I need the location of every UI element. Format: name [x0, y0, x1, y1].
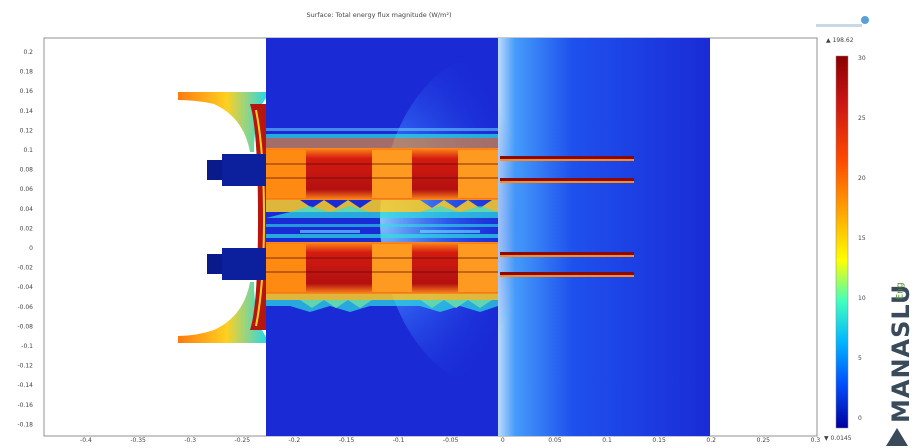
colorbar-tick-label: 10 — [858, 295, 866, 302]
upper-hot-band — [266, 134, 498, 218]
top-streak — [266, 128, 498, 131]
x-tick-label: 0.1 — [602, 437, 612, 444]
x-tick-label: 0.3 — [811, 437, 821, 444]
mid-streak-1 — [266, 224, 498, 227]
x-tick-label: 0.15 — [652, 437, 666, 444]
y-tick-labels: 0.2 0.18 0.16 0.14 0.12 0.1 0.08 0.06 0.04 0.02 0 -… — [17, 49, 33, 428]
colorbar-ticks: 30 25 20 15 10 5 0 — [858, 55, 866, 422]
y-tick-label: 0.02 — [20, 225, 34, 232]
upper-band-hot-left — [266, 150, 306, 198]
right-fins — [500, 156, 634, 277]
x-tick-label: 0.2 — [706, 437, 716, 444]
y-tick-label: 0.2 — [23, 49, 33, 56]
fin-lower-1 — [500, 252, 634, 255]
x-tick-label: 0.25 — [757, 437, 771, 444]
brand-logo-mark-icon — [886, 428, 908, 446]
x-tick-label: -0.1 — [393, 437, 405, 444]
y-tick-label: -0.12 — [17, 363, 33, 370]
colorbar-max-label: ▲ 198.62 — [826, 37, 854, 44]
x-tick-label: -0.3 — [184, 437, 196, 444]
y-tick-label: 0.14 — [20, 108, 34, 115]
upper-band-teeth-cyan — [266, 206, 498, 218]
corner-logo-icon — [816, 16, 869, 27]
lower-band-hot-left — [266, 244, 306, 292]
x-tick-label: -0.35 — [130, 437, 146, 444]
colorbar: ▲ 198.62 ▼ 0.0145 30 25 20 15 10 5 0 — [824, 37, 866, 442]
fin-lower-2 — [500, 272, 634, 275]
fin-upper-2-glow — [500, 181, 634, 183]
lower-band-teeth-cyan — [266, 300, 498, 312]
field-glow — [380, 50, 620, 390]
fin-lower-2-glow — [500, 275, 634, 277]
y-tick-label: -0.18 — [17, 421, 33, 428]
lower-band-hot-right — [458, 244, 498, 292]
colorbar-tick-label: 15 — [858, 235, 866, 242]
y-tick-label: -0.14 — [17, 382, 33, 389]
x-tick-label: -0.4 — [80, 437, 92, 444]
colorbar-min-label: ▼ 0.0145 — [824, 435, 852, 442]
mid-streak-3 — [420, 230, 480, 233]
fin-upper-2 — [500, 178, 634, 181]
fin-upper-1 — [500, 156, 634, 159]
x-tick-label: -0.2 — [289, 437, 301, 444]
y-tick-label: 0 — [29, 245, 33, 252]
corner-logo-dot — [861, 16, 869, 24]
y-tick-label: 0.12 — [20, 127, 34, 134]
connector-blocks — [207, 154, 266, 280]
colorbar-tick-label: 5 — [858, 355, 862, 362]
fin-upper-1-glow — [500, 159, 634, 161]
lower-band-cap — [266, 234, 498, 238]
flange-edge — [255, 109, 266, 327]
plot-title: Surface: Total energy flux magnitude (W/… — [307, 11, 452, 19]
upper-band-hot-right — [458, 150, 498, 198]
y-tick-label: -0.04 — [17, 284, 33, 291]
upper-band-glow — [266, 138, 498, 148]
middle-streaks — [266, 128, 498, 233]
y-tick-label: 0.18 — [20, 69, 34, 76]
colorbar-tick-label: 30 — [858, 55, 866, 62]
x-tick-label: -0.25 — [235, 437, 251, 444]
y-tick-label: 0.04 — [20, 206, 34, 213]
y-tick-label: -0.02 — [17, 265, 33, 272]
y-tick-label: 0.16 — [20, 88, 34, 95]
x-tick-label: 0 — [501, 437, 505, 444]
brand-logo-text: MANASLU — [887, 283, 915, 423]
brand-logo-suffix: Eng — [895, 282, 906, 300]
colorbar-scale — [835, 55, 849, 429]
x-tick-label: 0.05 — [548, 437, 562, 444]
lower-flange — [178, 282, 266, 343]
upper-flange — [178, 92, 266, 152]
connector-upper-b — [222, 154, 266, 186]
y-tick-label: 0.08 — [20, 167, 34, 174]
x-tick-label: -0.05 — [443, 437, 459, 444]
connector-lower-b — [222, 248, 266, 280]
mid-streak-2 — [300, 230, 360, 233]
colorbar-tick-label: 25 — [858, 115, 866, 122]
fin-lower-1-glow — [500, 255, 634, 257]
y-tick-label: -0.08 — [17, 323, 33, 330]
y-tick-label: -0.06 — [17, 304, 33, 311]
upper-band-cap — [266, 134, 498, 138]
lower-hot-band — [266, 234, 498, 312]
colorbar-tick-label: 20 — [858, 175, 866, 182]
brand-logo: MANASLU Eng — [882, 282, 918, 448]
lower-band-hot-mid — [372, 244, 412, 292]
y-tick-label: 0.06 — [20, 186, 34, 193]
y-tick-label: -0.1 — [21, 343, 33, 350]
y-tick-label: -0.16 — [17, 402, 33, 409]
corner-logo-bar — [816, 24, 862, 27]
lower-band-teeth — [266, 294, 498, 308]
colorbar-tick-label: 0 — [858, 415, 862, 422]
x-tick-label: -0.15 — [339, 437, 355, 444]
upper-band-hot-mid — [372, 150, 412, 198]
y-tick-label: 0.1 — [23, 147, 33, 154]
x-tick-labels: -0.4 -0.35 -0.3 -0.25 -0.2 -0.15 -0.1 -0.05 0 0.0… — [80, 437, 820, 444]
